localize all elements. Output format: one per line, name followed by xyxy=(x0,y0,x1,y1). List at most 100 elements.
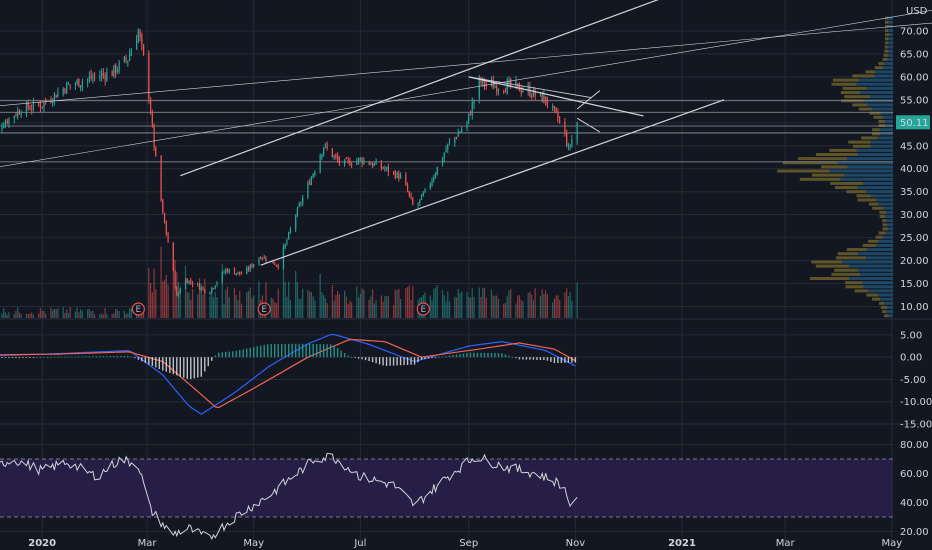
macd-histogram xyxy=(403,357,405,366)
volume-bar xyxy=(141,312,143,318)
volume-profile-bar xyxy=(879,210,887,214)
candle-body xyxy=(445,149,447,153)
macd-histogram xyxy=(53,356,56,358)
arrow-down xyxy=(576,117,601,133)
candle-body xyxy=(518,82,521,92)
volume-bar xyxy=(531,294,533,318)
y-tick-label: 65.00 xyxy=(900,49,929,60)
candle-body xyxy=(155,147,157,156)
macd-histogram xyxy=(127,355,129,358)
candle-body xyxy=(471,102,473,115)
volume-profile-bar xyxy=(880,305,888,309)
macd-histogram xyxy=(518,357,521,360)
candle-body xyxy=(326,145,328,149)
candle-body xyxy=(66,82,68,94)
candle-body xyxy=(202,288,204,290)
volume-bar xyxy=(333,300,335,318)
candle-body xyxy=(321,154,323,158)
macd-histogram xyxy=(522,357,524,360)
macd-histogram xyxy=(564,357,566,363)
volume-profile-bar xyxy=(877,136,893,140)
volume-bar xyxy=(482,287,484,318)
volume-profile-bar xyxy=(840,177,893,181)
macd-histogram xyxy=(60,356,63,358)
volume-bar xyxy=(67,313,70,318)
candle-body xyxy=(211,287,213,293)
candlesticks xyxy=(1,28,578,298)
volume-profile-bar xyxy=(873,115,883,119)
candle-body xyxy=(384,168,386,170)
macd-histogram xyxy=(232,351,234,358)
candle-body xyxy=(323,147,325,155)
volume-profile-bar xyxy=(834,186,858,190)
macd-histogram xyxy=(385,357,388,366)
volume-profile-bar xyxy=(883,62,893,66)
candle-body xyxy=(221,272,223,283)
candle-body xyxy=(385,167,388,169)
macd-histogram xyxy=(448,355,451,358)
volume-bar xyxy=(204,278,206,318)
volume-bar xyxy=(27,314,29,318)
candle-body xyxy=(102,73,104,75)
candle-body xyxy=(274,263,276,265)
candle-body xyxy=(405,174,407,185)
macd-histogram xyxy=(483,352,486,358)
candle-body xyxy=(296,207,299,217)
channel-upper xyxy=(180,0,659,177)
volume-profile-bar xyxy=(878,202,893,206)
volume-bar xyxy=(478,287,480,318)
volume-bar xyxy=(90,311,92,318)
candle-body xyxy=(347,159,349,161)
macd-histogram xyxy=(4,357,7,358)
macd-histogram xyxy=(357,357,360,359)
volume-profile-bar xyxy=(866,190,893,194)
volume-bar xyxy=(557,295,559,318)
volume-bar xyxy=(149,283,152,318)
macd-histogram xyxy=(64,356,66,358)
volume-profile-bar xyxy=(831,82,857,86)
volume-bar xyxy=(239,290,241,318)
candle-body xyxy=(284,243,286,249)
volume-bar xyxy=(202,294,204,318)
candle-body xyxy=(80,85,82,88)
macd-histogram xyxy=(368,357,370,362)
candle-body xyxy=(436,166,438,175)
volume-profile-bar xyxy=(829,148,857,152)
candle-body xyxy=(338,158,340,164)
macd-histogram xyxy=(78,356,80,358)
volume-profile-bar xyxy=(886,219,893,223)
candle-body xyxy=(314,171,316,175)
volume-bar xyxy=(375,300,377,318)
volume-bar xyxy=(448,301,451,318)
macd-histogram xyxy=(361,357,363,360)
candle-body xyxy=(74,83,77,85)
volume-bar xyxy=(566,288,568,318)
earnings-marker xyxy=(416,302,430,316)
y-tick-label: -10.00 xyxy=(900,397,932,408)
macd-histogram xyxy=(109,356,112,358)
rsi-band-fill xyxy=(0,459,893,517)
macd-histogram xyxy=(158,357,161,369)
macd-histogram xyxy=(176,357,178,376)
volume-bar xyxy=(25,313,28,318)
volume-bar xyxy=(115,308,117,318)
earnings-marker xyxy=(131,302,145,316)
macd-histogram xyxy=(1,357,3,358)
volume-bar xyxy=(226,286,229,318)
volume-profile-bar xyxy=(867,248,893,252)
candle-body xyxy=(247,268,250,270)
volume-bar xyxy=(326,303,328,318)
macd-histogram xyxy=(102,356,105,358)
volume-profile-bar xyxy=(858,107,873,111)
macd-histogram xyxy=(277,343,279,358)
volume-profile-bar xyxy=(838,161,893,165)
candle-body xyxy=(515,81,517,86)
candle-body xyxy=(116,70,118,72)
volume-bar xyxy=(541,289,543,318)
candle-body xyxy=(564,121,566,133)
macd-histogram xyxy=(347,355,349,358)
volume-bar xyxy=(455,297,458,318)
candle-body xyxy=(239,271,241,274)
